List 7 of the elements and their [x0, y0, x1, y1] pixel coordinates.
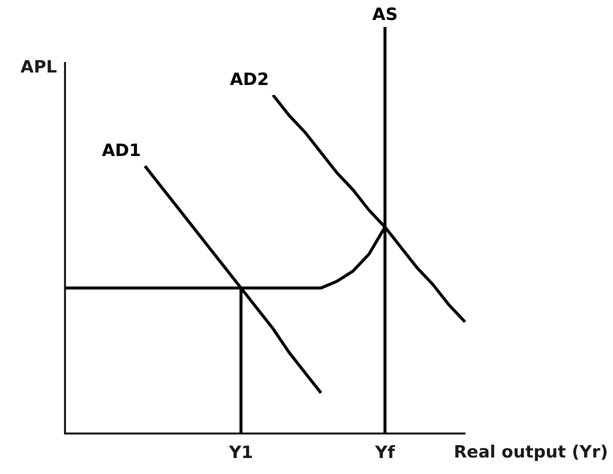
x-tick-label: Y1	[228, 443, 254, 464]
y-axis-title: APL	[20, 57, 58, 78]
ref-line-label: AS	[372, 4, 398, 25]
x-tick-label: Yf	[374, 443, 396, 464]
series-label: AD1	[102, 141, 141, 162]
x-axis-title: Real output (Yr)	[454, 442, 608, 463]
series-label: AD2	[230, 70, 269, 90]
